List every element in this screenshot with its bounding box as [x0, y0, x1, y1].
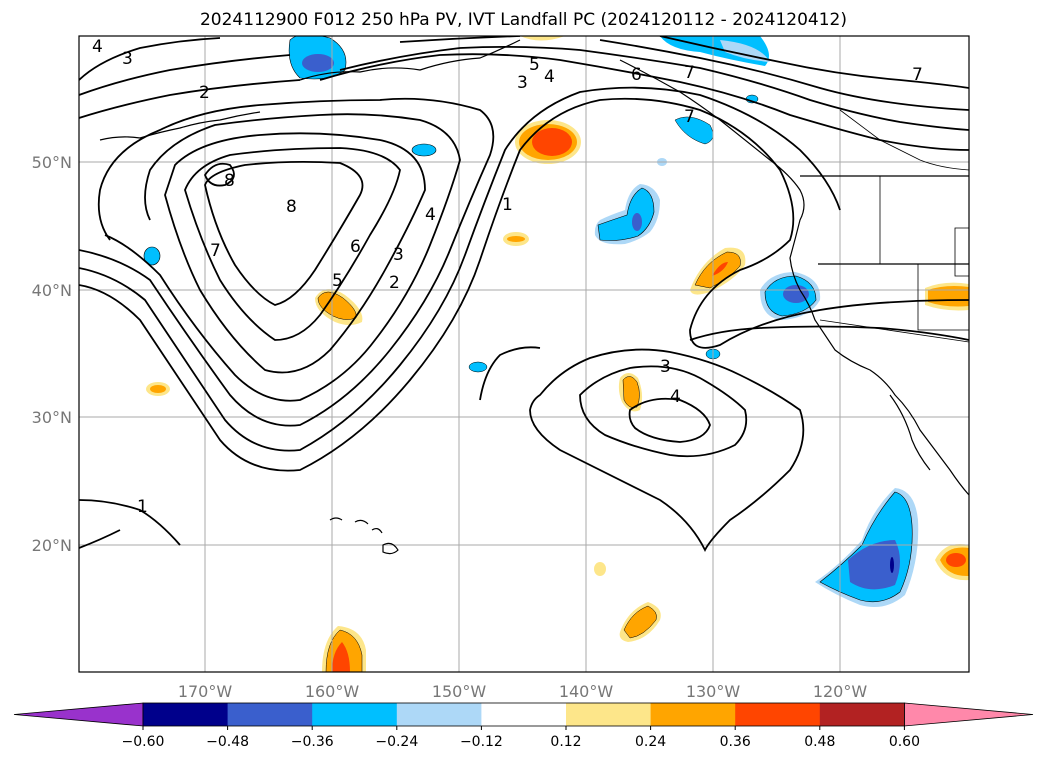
- map-frame: [78, 35, 970, 673]
- pv-contours: [79, 36, 969, 553]
- colorbar-tick-label: −0.48: [206, 734, 249, 750]
- contour-label: 7: [684, 107, 695, 127]
- colorbar-tick-label: 0.12: [550, 734, 581, 750]
- longitude-labels: 170°W 160°W 150°W 140°W 130°W 120°W: [178, 682, 868, 701]
- contour-label: 3: [660, 357, 671, 377]
- contour-label: 3: [393, 245, 404, 265]
- colorbar-tick-label: 0.24: [635, 734, 666, 750]
- colorbar-segment: [481, 703, 567, 726]
- contour-label: 2: [389, 273, 400, 293]
- graticule: [79, 36, 969, 672]
- contour-label: 6: [631, 65, 642, 85]
- colorbar-tick-label: 0.36: [720, 734, 751, 750]
- colorbar-segment: [735, 703, 821, 726]
- contour-label: 5: [529, 55, 540, 75]
- contour-label: 4: [425, 205, 436, 225]
- contour-label: 4: [92, 37, 103, 57]
- contour-label: 6: [350, 237, 361, 257]
- lon-label: 140°W: [559, 682, 614, 701]
- contour-label: 5: [332, 271, 343, 291]
- colorbar-tick-label: 0.48: [804, 734, 835, 750]
- coastlines: [99, 39, 969, 555]
- map-title: 2024112900 F012 250 hPa PV, IVT Landfall…: [199, 10, 847, 30]
- lat-label: 50°N: [32, 153, 72, 172]
- contour-label: 8: [286, 197, 297, 217]
- colorbar-frame: [142, 702, 905, 727]
- colorbar-segment: [650, 703, 736, 726]
- colorbar-segment: [227, 703, 313, 726]
- lon-label: 170°W: [178, 682, 233, 701]
- lat-label: 40°N: [32, 281, 72, 300]
- lon-label: 120°W: [813, 682, 868, 701]
- contour-labels: 4 3 2 8 8 7 6 5 4 3 2 1 5 4 3 6 7 7 7 1 …: [92, 37, 923, 517]
- lat-label: 30°N: [32, 408, 72, 427]
- pv-shading: [143, 36, 969, 672]
- lon-label: 130°W: [686, 682, 741, 701]
- colorbar-tick-label: −0.24: [375, 734, 418, 750]
- contour-label: 2: [199, 83, 210, 103]
- colorbar-segment: [819, 703, 905, 726]
- colorbar-tick-label: −0.60: [122, 734, 165, 750]
- colorbar-tick-label: −0.36: [291, 734, 334, 750]
- contour-label: 1: [502, 195, 513, 215]
- lat-label: 20°N: [32, 536, 72, 555]
- colorbar-segment: [566, 703, 652, 726]
- contour-label: 7: [684, 63, 695, 83]
- latitude-labels: 50°N 40°N 30°N 20°N: [32, 153, 72, 555]
- colorbar: −0.60 −0.48 −0.36 −0.24 −0.12 0.12 0.24 0.36 0.4…: [13, 702, 1034, 750]
- colorbar-extend-low: [13, 702, 144, 727]
- contour-label: 1: [137, 497, 148, 517]
- contour-label: 3: [122, 49, 133, 69]
- contour-label: 3: [517, 73, 528, 93]
- contour-label: 4: [670, 387, 681, 407]
- lon-label: 160°W: [305, 682, 360, 701]
- colorbar-segment: [396, 703, 482, 726]
- contour-label: 7: [912, 65, 923, 85]
- colorbar-tick-label: −0.12: [460, 734, 503, 750]
- colorbar-segment: [143, 703, 229, 726]
- lon-label: 150°W: [432, 682, 487, 701]
- contour-label: 8: [224, 171, 235, 191]
- colorbar-extend-high: [904, 702, 1034, 727]
- colorbar-segment: [312, 703, 398, 726]
- contour-label: 4: [544, 67, 555, 87]
- contour-label: 7: [210, 241, 221, 261]
- colorbar-tick-label: 0.60: [889, 734, 920, 750]
